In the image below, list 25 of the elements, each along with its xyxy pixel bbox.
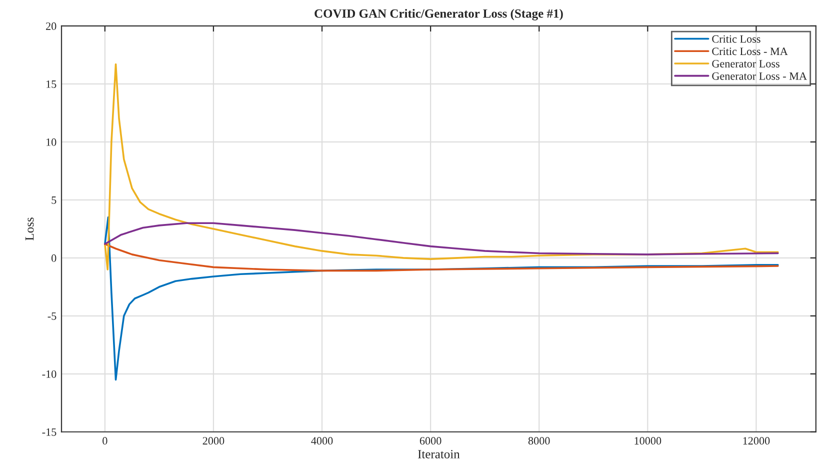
line-series [104,243,779,272]
y-tick-label: 15 [46,80,56,88]
y-axis-title: Loss [25,218,34,240]
chart-title: COVID GAN Critic/Generator Loss (Stage #1) [314,8,563,20]
y-tick-label: 20 [46,22,56,30]
line-series [104,222,779,256]
x-tick-label: 4000 [311,437,333,445]
legend-label: Generator Loss - MA [712,72,807,80]
legend-label: Generator Loss [712,60,780,68]
x-tick-label: 0 [102,437,108,445]
y-tick-label: 10 [46,138,56,146]
y-tick-label: -5 [48,312,56,320]
y-tick-label: -10 [42,370,56,378]
x-tick-label: 6000 [420,437,442,445]
x-tick-label: 8000 [528,437,550,445]
y-tick-label: 0 [52,254,56,262]
x-axis-title: Iteratoin [418,450,460,458]
y-tick-label: -15 [42,428,56,436]
y-tick-label: 5 [52,196,56,204]
legend-label: Critic Loss - MA [712,48,788,56]
x-tick-label: 2000 [202,437,224,445]
line-series [104,216,779,381]
legend-label: Critic Loss [712,35,760,43]
x-tick-label: 12000 [743,437,770,445]
x-tick-label: 10000 [634,437,662,445]
